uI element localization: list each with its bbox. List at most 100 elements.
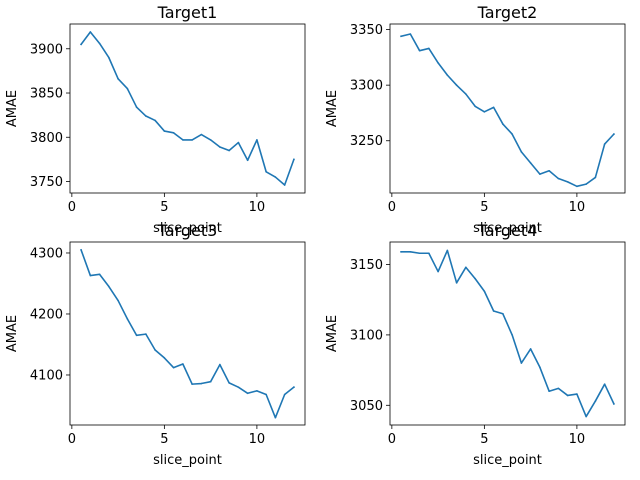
data-point bbox=[446, 74, 449, 76]
data-point bbox=[474, 105, 476, 108]
data-point bbox=[557, 177, 560, 180]
x-tick-label: 5 bbox=[160, 432, 168, 447]
data-point bbox=[566, 181, 569, 183]
x-tick-label: 0 bbox=[388, 432, 396, 447]
data-point bbox=[256, 139, 258, 141]
data-point bbox=[409, 251, 412, 253]
axes-frame bbox=[389, 241, 626, 426]
data-point bbox=[172, 132, 175, 134]
data-point bbox=[474, 277, 476, 280]
x-tick-label: 0 bbox=[68, 200, 76, 215]
data-point bbox=[89, 274, 92, 277]
axes-frame bbox=[389, 23, 626, 194]
y-axis-label: AMAE bbox=[5, 90, 20, 127]
x-tick-label: 5 bbox=[160, 200, 168, 215]
data-point bbox=[98, 42, 101, 45]
data-point bbox=[283, 393, 286, 396]
data-point bbox=[418, 49, 421, 52]
y-tick-label: 3900 bbox=[30, 42, 63, 57]
data-point bbox=[274, 416, 277, 419]
axes-frame bbox=[69, 23, 306, 194]
data-point bbox=[492, 106, 495, 109]
data-point bbox=[182, 139, 184, 141]
data-point bbox=[135, 334, 138, 337]
data-point bbox=[400, 251, 402, 253]
data-point bbox=[539, 366, 541, 369]
data-point bbox=[182, 363, 184, 365]
data-point bbox=[409, 33, 412, 35]
data-point bbox=[228, 382, 230, 384]
data-point bbox=[200, 133, 203, 136]
x-tick-label: 10 bbox=[569, 200, 586, 215]
data-point bbox=[191, 139, 193, 141]
data-point bbox=[145, 333, 147, 335]
y-tick-label: 3250 bbox=[350, 134, 383, 149]
data-point bbox=[418, 252, 421, 255]
data-point bbox=[265, 393, 267, 396]
data-point bbox=[293, 386, 295, 388]
x-axis-label: slice_point bbox=[473, 221, 542, 236]
data-point bbox=[219, 146, 221, 148]
data-point bbox=[511, 133, 513, 135]
data-point bbox=[502, 312, 504, 315]
data-point bbox=[520, 362, 523, 364]
data-point bbox=[246, 159, 249, 162]
data-point bbox=[265, 170, 267, 173]
panel-title: Target1 bbox=[157, 3, 218, 22]
data-point bbox=[594, 176, 597, 179]
data-point bbox=[163, 130, 166, 132]
data-point bbox=[117, 299, 119, 302]
y-tick-label: 3800 bbox=[30, 131, 63, 146]
data-point bbox=[209, 139, 212, 141]
data-point bbox=[237, 386, 240, 388]
data-point bbox=[219, 363, 221, 366]
data-point bbox=[465, 266, 467, 269]
data-point bbox=[428, 47, 430, 50]
data-point bbox=[80, 43, 82, 46]
series-line bbox=[79, 31, 295, 186]
panel-title: Target4 bbox=[477, 221, 538, 240]
data-point bbox=[154, 349, 156, 351]
data-point bbox=[228, 149, 230, 152]
y-axis-label: AMAE bbox=[325, 90, 340, 127]
data-point bbox=[98, 273, 101, 276]
data-point bbox=[529, 162, 532, 164]
chart-panel-1: 0 5 10 3750 3800 3850 3900 Target1 slice_point AM… bbox=[5, 3, 306, 236]
data-point bbox=[117, 78, 119, 80]
x-axis-label: slice_point bbox=[473, 453, 542, 468]
data-point bbox=[548, 169, 550, 172]
data-point bbox=[126, 318, 129, 320]
y-axis-label: AMAE bbox=[5, 315, 20, 352]
data-point bbox=[529, 348, 532, 350]
x-axis-label: slice_point bbox=[153, 453, 222, 468]
data-point bbox=[400, 35, 402, 38]
data-point bbox=[274, 176, 277, 178]
data-point bbox=[455, 282, 458, 284]
data-point bbox=[283, 184, 286, 186]
data-point bbox=[455, 84, 458, 86]
data-point bbox=[548, 390, 550, 393]
y-tick-label: 3100 bbox=[350, 328, 383, 343]
data-point bbox=[603, 143, 606, 145]
data-point bbox=[145, 115, 147, 117]
data-point bbox=[89, 31, 92, 33]
data-point bbox=[511, 334, 513, 336]
series-line bbox=[400, 33, 616, 188]
x-tick-label: 5 bbox=[480, 432, 488, 447]
data-point bbox=[585, 415, 587, 418]
data-point bbox=[237, 141, 240, 144]
data-point bbox=[557, 387, 560, 390]
data-point bbox=[483, 111, 486, 113]
y-tick-label: 3750 bbox=[30, 175, 63, 190]
axes-frame bbox=[69, 241, 306, 426]
data-point bbox=[108, 285, 110, 288]
y-tick-label: 3350 bbox=[350, 23, 383, 38]
x-tick-label: 0 bbox=[68, 432, 76, 447]
data-point bbox=[566, 394, 569, 397]
y-tick-label: 3150 bbox=[350, 258, 383, 273]
data-point bbox=[154, 119, 156, 122]
data-point bbox=[465, 93, 467, 95]
y-tick-label: 3300 bbox=[350, 79, 383, 94]
